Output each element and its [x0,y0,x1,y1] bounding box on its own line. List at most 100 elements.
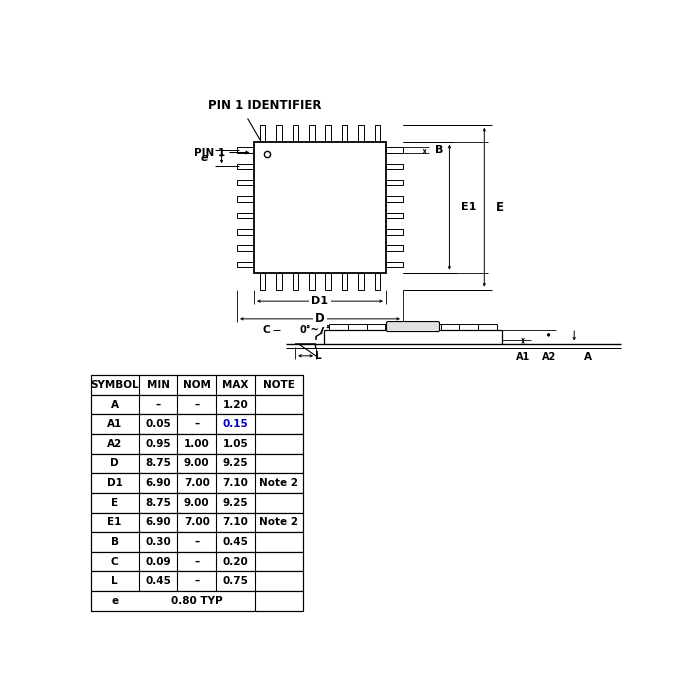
Text: Note 2: Note 2 [260,517,298,527]
Text: 6.90: 6.90 [145,478,171,488]
Text: E1: E1 [107,517,122,527]
Text: MAX: MAX [223,380,248,390]
Text: 0.05: 0.05 [145,419,171,429]
Text: L: L [111,576,118,586]
Text: 0.45: 0.45 [223,537,248,547]
Text: 1.20: 1.20 [223,400,248,410]
Text: 0°~7°: 0°~7° [300,326,331,335]
Text: 9.25: 9.25 [223,498,248,508]
Text: –: – [194,537,199,547]
Text: 6.90: 6.90 [145,517,171,527]
Bar [293,272,298,290]
FancyBboxPatch shape [386,321,440,332]
Text: 0.20: 0.20 [223,556,248,566]
Bar [90,414,303,434]
Text: C: C [262,326,270,335]
Text: 0.95: 0.95 [145,439,171,449]
Bar [358,125,364,141]
Text: NOM: NOM [183,380,211,390]
Text: D: D [315,312,325,326]
Bar [309,272,314,290]
Text: 1.00: 1.00 [184,439,210,449]
Text: 9.00: 9.00 [184,498,209,508]
Bar [237,229,254,234]
Text: 7.00: 7.00 [184,517,210,527]
Text: 8.75: 8.75 [145,498,171,508]
Text: B: B [435,145,443,155]
Bar [342,125,347,141]
Text: 0.80 TYP: 0.80 TYP [171,596,223,606]
Text: PIN 1 IDENTIFIER: PIN 1 IDENTIFIER [208,99,321,112]
Text: 7.10: 7.10 [223,517,248,527]
Bar [90,571,303,591]
Text: 7.10: 7.10 [223,478,248,488]
Text: 0.45: 0.45 [145,576,171,586]
Text: D1: D1 [106,478,122,488]
Text: –: – [194,576,199,586]
Text: 0.30: 0.30 [145,537,171,547]
Text: A2: A2 [542,352,556,362]
Text: E1: E1 [461,202,477,212]
Bar [386,213,403,218]
Bar [90,532,303,552]
Bar [375,125,380,141]
Text: D1: D1 [312,296,328,306]
Text: A1: A1 [107,419,122,429]
Text: C: C [111,556,118,566]
Bar [90,395,303,414]
Text: PIN 1: PIN 1 [193,148,225,158]
Text: L: L [315,351,321,360]
Bar [254,141,386,273]
Bar [386,262,403,267]
Bar [386,245,403,251]
Bar [326,125,331,141]
Bar [237,262,254,267]
Text: A: A [584,352,592,362]
Bar [260,125,265,141]
Bar [276,125,281,141]
Bar [326,272,331,290]
Text: –: – [155,400,160,410]
Text: –: – [194,556,199,566]
Text: 0.15: 0.15 [223,419,248,429]
Text: –: – [194,419,199,429]
Bar [386,229,403,234]
Bar [90,375,303,395]
Text: 0.09: 0.09 [145,556,171,566]
Text: 9.00: 9.00 [184,458,209,468]
Bar [386,164,403,169]
Text: 9.25: 9.25 [223,458,248,468]
Text: 1.05: 1.05 [223,439,248,449]
Bar [90,512,303,532]
Text: 0.75: 0.75 [223,576,248,586]
Bar [386,147,403,153]
Bar [237,196,254,202]
Text: 8.75: 8.75 [145,458,171,468]
Bar [293,125,298,141]
Text: Note 2: Note 2 [260,478,298,488]
Text: E: E [111,498,118,508]
Bar [90,434,303,454]
Text: A: A [111,400,118,410]
Text: D: D [111,458,119,468]
Bar [386,196,403,202]
Bar [342,272,347,290]
Text: 7.00: 7.00 [184,478,210,488]
Bar [237,180,254,186]
Text: E: E [496,201,504,214]
Bar [90,454,303,473]
Text: D1: D1 [312,296,328,306]
Text: –: – [194,400,199,410]
Bar [90,552,303,571]
Text: A2: A2 [107,439,122,449]
Text: B: B [111,537,118,547]
Bar [260,272,265,290]
Bar [237,164,254,169]
Bar [309,125,314,141]
Bar [237,147,254,153]
Text: SYMBOL: SYMBOL [90,380,139,390]
Bar [375,272,380,290]
Bar [237,213,254,218]
Bar [276,272,281,290]
Bar [90,591,303,610]
